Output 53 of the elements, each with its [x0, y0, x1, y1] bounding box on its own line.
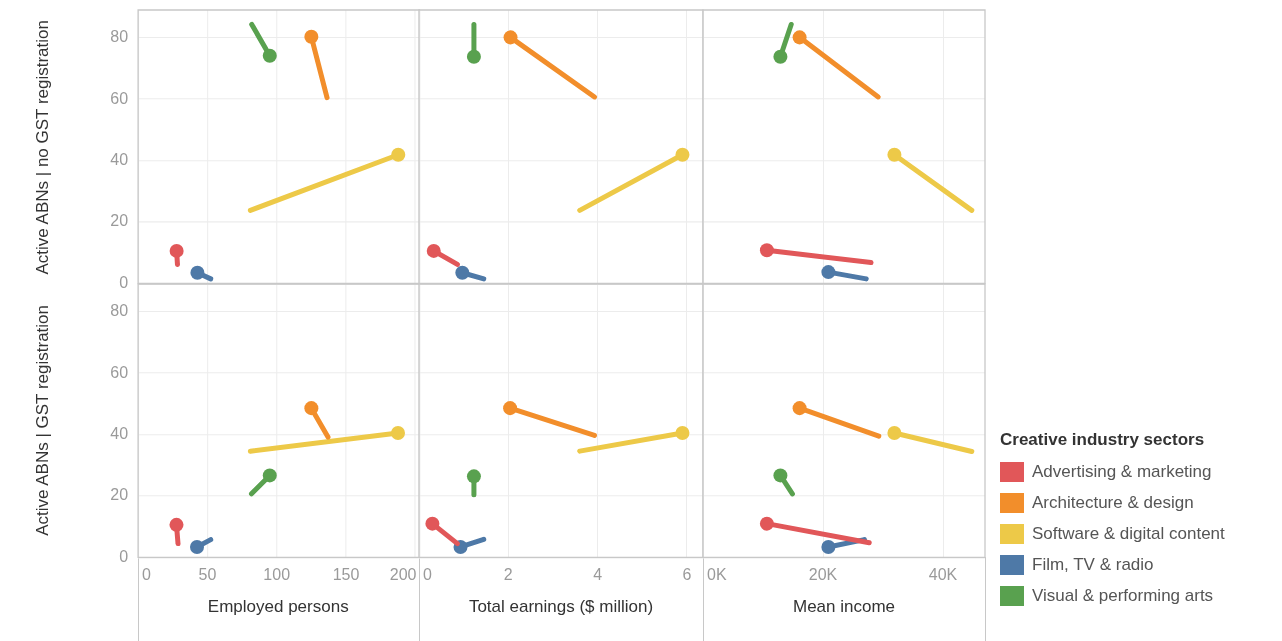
point	[792, 30, 807, 45]
y-axis-title: Active ABNs | no GST registration	[32, 19, 53, 274]
x-tick-label: 150	[332, 564, 359, 583]
x-tick-label: 50	[197, 564, 216, 583]
point	[390, 425, 405, 440]
point	[466, 49, 481, 64]
point	[675, 147, 690, 162]
x-tick-label: 6	[682, 565, 692, 583]
point	[426, 243, 441, 258]
y-tick-label: 20	[109, 211, 128, 230]
legend-title: Creative industry sectors	[1000, 430, 1206, 450]
point	[168, 517, 183, 532]
legend-label: Film, TV & radio	[1032, 554, 1154, 575]
x-axis-title: Total earnings ($ million)	[467, 597, 655, 617]
point	[189, 265, 204, 280]
y-tick-label: 80	[109, 27, 128, 46]
x-axis-title: Mean income	[791, 597, 897, 617]
point	[503, 30, 518, 45]
y-tick-label: 60	[109, 362, 128, 381]
point	[455, 265, 470, 280]
legend-label: Advertising & marketing	[1032, 461, 1212, 482]
legend-label: Software & digital content	[1032, 523, 1225, 544]
x-tick-label: 20K	[808, 565, 838, 583]
x-tick-label: 4	[593, 565, 603, 583]
point	[887, 147, 902, 162]
y-tick-label: 60	[109, 88, 128, 107]
legend-label: Architecture & design	[1032, 492, 1194, 513]
x-axis-title: Employed persons	[206, 597, 350, 617]
x-tick-label: 200	[389, 564, 417, 583]
point	[759, 243, 774, 258]
x-tick-label: 40K	[928, 565, 958, 583]
point	[262, 467, 277, 482]
point	[303, 400, 318, 415]
x-tick-label: 0	[423, 565, 432, 583]
y-axis-title: Active ABNs | GST registration	[32, 304, 53, 536]
point	[821, 265, 836, 280]
legend-label: Visual & performing arts	[1032, 585, 1214, 606]
point	[303, 29, 318, 44]
point	[262, 48, 277, 63]
x-tick-label: 100	[262, 564, 290, 583]
y-tick-label: 80	[109, 300, 128, 319]
point	[390, 147, 405, 162]
y-tick-label: 20	[109, 484, 128, 503]
x-tick-label: 0K	[707, 565, 727, 583]
point	[169, 243, 184, 258]
y-tick-label: 0	[118, 546, 128, 565]
x-tick-label: 2	[503, 565, 513, 583]
point	[189, 539, 204, 554]
y-tick-label: 0	[118, 272, 128, 291]
x-tick-label: 0	[141, 564, 151, 583]
point	[773, 49, 788, 64]
y-tick-label: 40	[109, 423, 128, 442]
y-tick-label: 40	[109, 149, 128, 168]
